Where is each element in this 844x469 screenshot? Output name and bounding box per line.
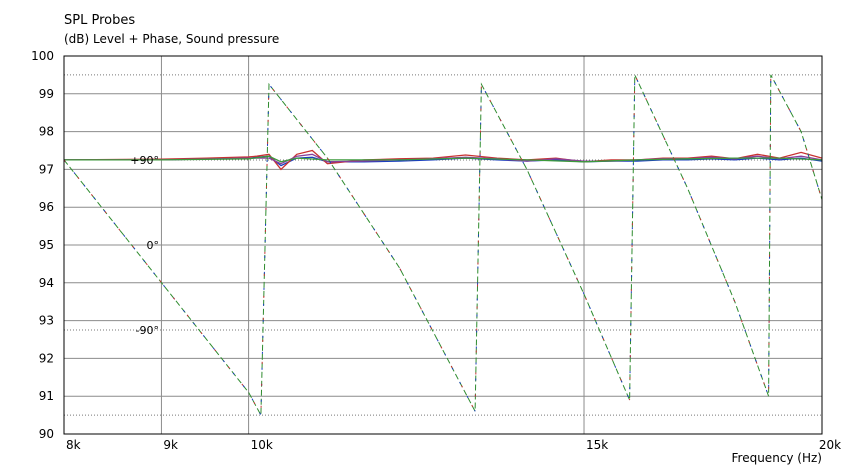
- y-tick-label: 92: [39, 351, 54, 365]
- y-tick-label: 99: [39, 87, 54, 101]
- x-tick-labels: 8k 9k 10k 15k 20k: [66, 438, 841, 452]
- y-tick-labels: 90 91 92 93 94 95 96 97 98 99 100: [31, 49, 54, 441]
- grid: [63, 55, 823, 435]
- y-tick-label: 100: [31, 49, 54, 63]
- series-group: [63, 74, 823, 417]
- y-tick-label: 90: [39, 427, 54, 441]
- x-tick-label: 9k: [163, 438, 178, 452]
- phase-labels: +90° 0° -90°: [130, 154, 159, 337]
- x-axis-label: Frequency (Hz): [731, 451, 823, 465]
- y-tick-label: 94: [39, 276, 54, 290]
- y-tick-label: 95: [39, 238, 54, 252]
- y-tick-label: 98: [39, 125, 54, 139]
- y-tick-label: 96: [39, 200, 54, 214]
- plot-frame: [63, 55, 823, 435]
- chart-title: SPL Probes: [64, 13, 136, 28]
- phase-label: -90°: [136, 324, 159, 337]
- y-tick-label: 97: [39, 162, 54, 176]
- y-tick-label: 93: [39, 314, 54, 328]
- series-line-level-3: [64, 155, 823, 163]
- phase-label: +90°: [130, 154, 159, 167]
- series-line-phase-4: [63, 74, 823, 417]
- x-tick-label: 20k: [819, 438, 841, 452]
- phase-label: 0°: [147, 239, 160, 252]
- chart-subtitle: (dB) Level + Phase, Sound pressure: [64, 32, 280, 46]
- y-tick-label: 91: [39, 389, 54, 403]
- x-tick-label: 15k: [586, 438, 608, 452]
- x-tick-label: 10k: [251, 438, 273, 452]
- x-tick-label: 8k: [66, 438, 81, 452]
